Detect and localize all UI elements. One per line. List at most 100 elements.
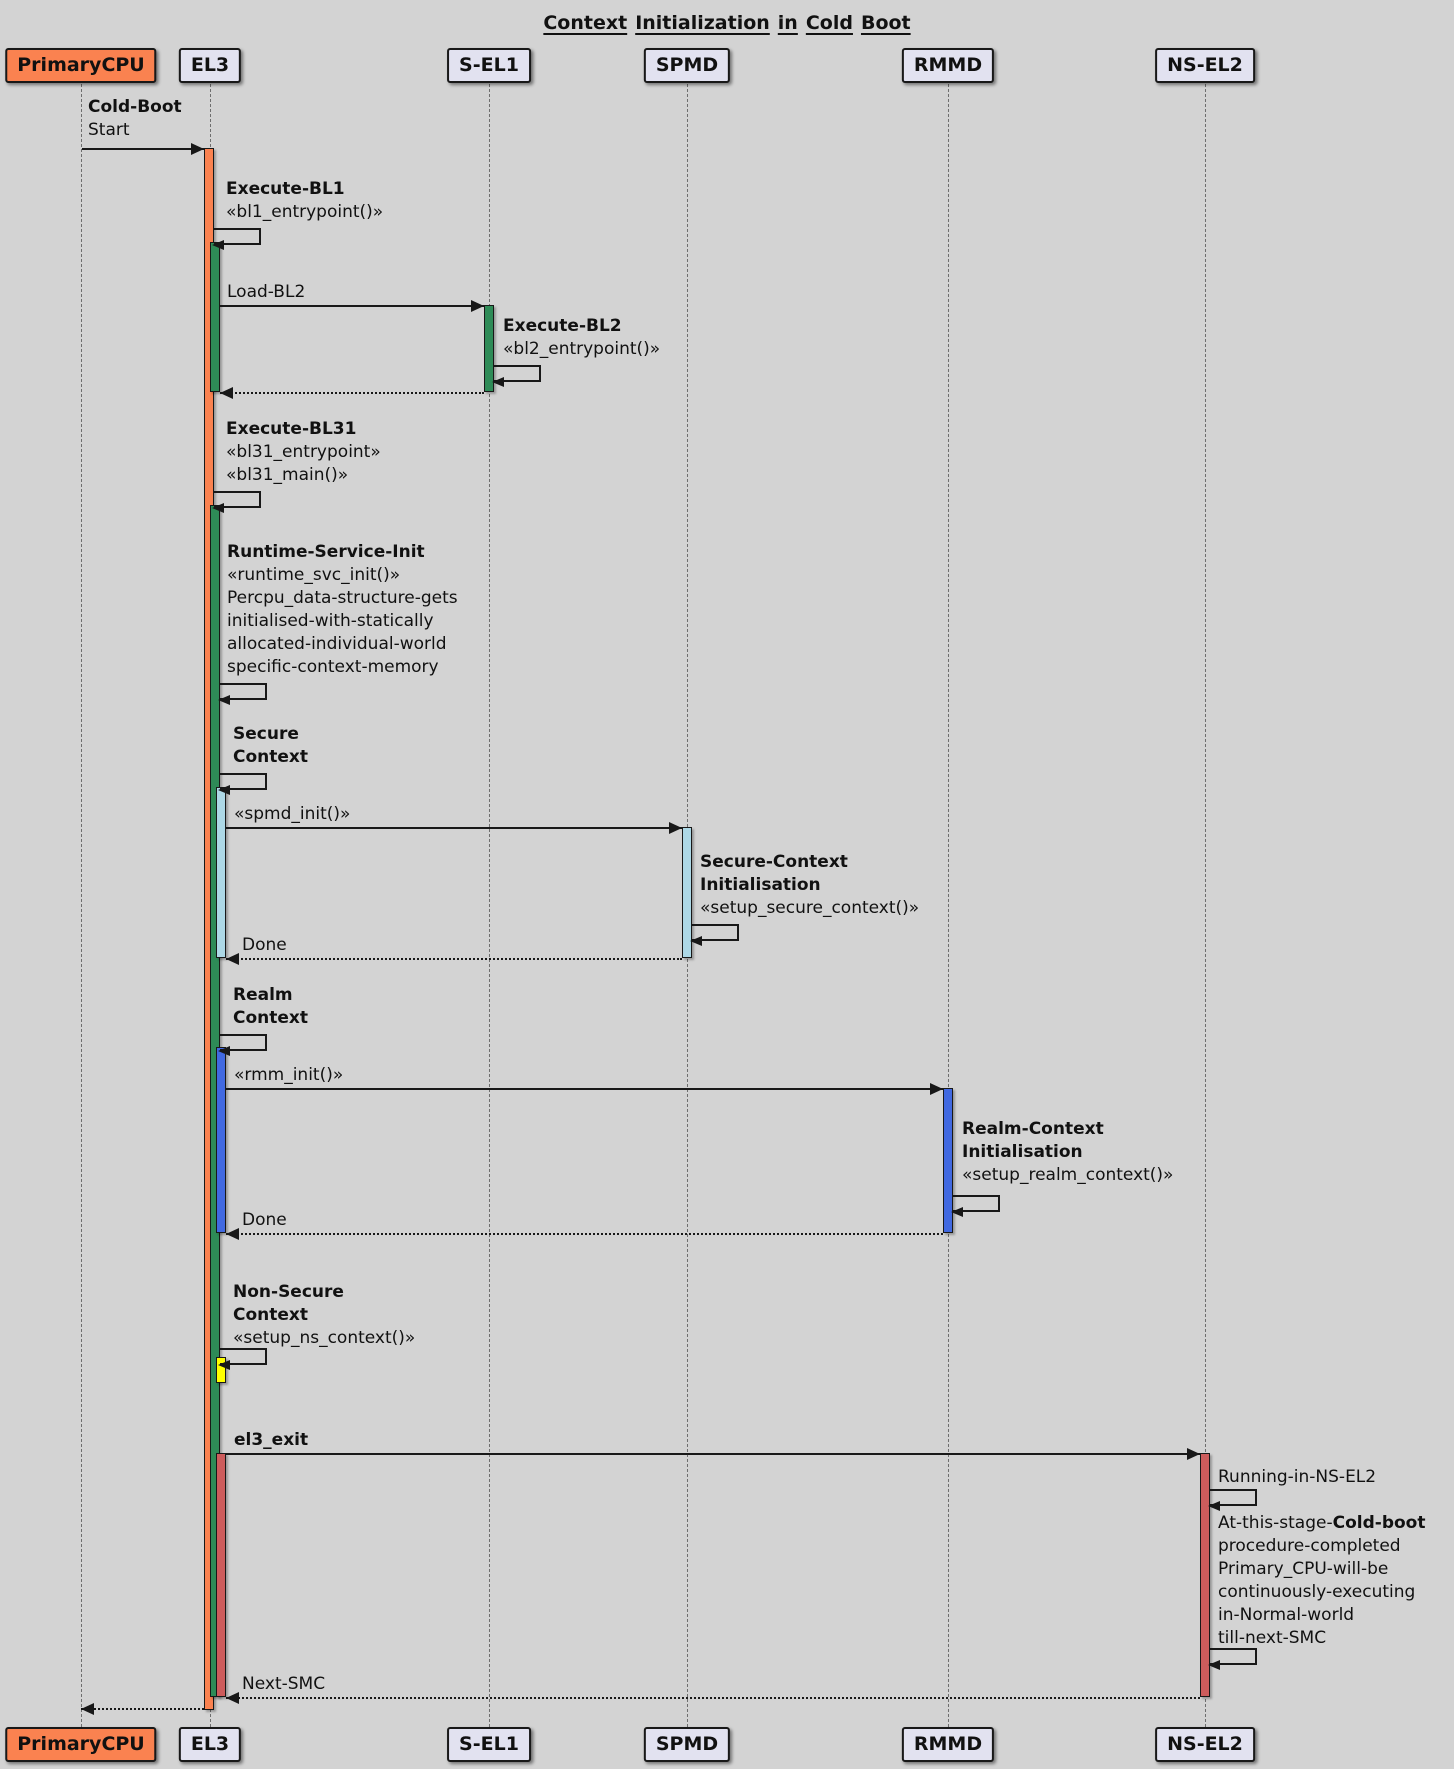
participant-primarycpu-top: PrimaryCPU <box>5 48 157 83</box>
activation-ns-el2-running <box>1200 1453 1210 1697</box>
label-line: Execute-BL1 <box>226 179 345 199</box>
label-line: initialised-with-statically <box>227 611 434 631</box>
self-arrow-execute-bl1 <box>212 228 261 250</box>
label-line: Runtime-Service-Init <box>227 542 425 562</box>
label-cold-boot-start: Cold-Boot Start <box>88 96 182 142</box>
participant-rmmd-top: RMMD <box>901 48 995 83</box>
self-arrow-cold-boot-complete <box>1208 1648 1257 1670</box>
self-arrow-execute-bl2 <box>492 365 541 387</box>
activation-el3-exit <box>216 1453 226 1697</box>
return-arrow-done-secure <box>226 953 682 965</box>
title-word: Cold <box>805 12 853 34</box>
arrow-el3-exit <box>226 1448 1200 1460</box>
label-line: «setup_secure_context()» <box>700 898 920 918</box>
return-arrow-to-primarycpu <box>81 1703 204 1715</box>
diagram-title: Context Initialization in Cold Boot <box>0 12 1454 34</box>
label-segment: At-this-stage- <box>1218 1513 1333 1533</box>
activation-el3-realm-context <box>216 1047 226 1233</box>
label-runtime-service-init: Runtime-Service-Init «runtime_svc_init()… <box>227 541 458 679</box>
label-realm-context: Realm Context <box>233 984 308 1030</box>
label-cold-boot-complete: At-this-stage-Cold-boot procedure-comple… <box>1218 1512 1425 1650</box>
self-arrow-secure-context <box>218 773 267 795</box>
label-line: Execute-BL2 <box>503 316 622 336</box>
arrow-rmm-init <box>226 1083 943 1095</box>
activation-rmmd-realm-context <box>943 1088 953 1233</box>
label-line: Running-in-NS-EL2 <box>1218 1467 1377 1487</box>
label-done-realm: Done <box>242 1209 287 1232</box>
label-line: Start <box>88 120 130 140</box>
label-line: «bl31_main()» <box>226 465 349 485</box>
label-done-secure: Done <box>242 934 287 957</box>
title-word: Initialization <box>635 12 770 34</box>
return-arrow-bl2-done <box>220 387 484 399</box>
label-line: till-next-SMC <box>1218 1628 1327 1648</box>
label-secure-context-init: Secure-Context Initialisation «setup_sec… <box>700 851 919 920</box>
lifeline-primarycpu <box>81 84 82 1727</box>
label-line: Load-BL2 <box>227 282 306 302</box>
label-line: el3_exit <box>234 1430 309 1450</box>
self-arrow-realm-context-init <box>951 1195 1000 1217</box>
label-line: Non-Secure <box>233 1282 344 1302</box>
label-spmd-init: «spmd_init()» <box>234 803 350 826</box>
title-word: in <box>777 12 798 34</box>
arrow-cold-boot-start <box>82 143 204 155</box>
label-line: specific-context-memory <box>227 657 439 677</box>
label-line: «setup_realm_context()» <box>962 1165 1174 1185</box>
label-line: «spmd_init()» <box>234 804 351 824</box>
participant-rmmd-bottom: RMMD <box>901 1727 995 1762</box>
return-arrow-next-smc <box>226 1692 1200 1704</box>
label-rmm-init: «rmm_init()» <box>234 1064 343 1087</box>
label-line: Done <box>242 935 287 955</box>
participant-spmd-top: SPMD <box>643 48 731 83</box>
label-running-in-ns-el2: Running-in-NS-EL2 <box>1218 1466 1376 1489</box>
label-line: «runtime_svc_init()» <box>227 565 401 585</box>
label-line: At-this-stage-Cold-boot <box>1218 1512 1425 1535</box>
participant-ns-el2-top: NS-EL2 <box>1155 48 1255 83</box>
return-arrow-done-realm <box>226 1228 943 1240</box>
label-line: «rmm_init()» <box>234 1065 344 1085</box>
arrow-spmd-init <box>226 822 682 834</box>
label-line: Primary_CPU-will-be <box>1218 1559 1389 1579</box>
label-line: procedure-completed <box>1218 1536 1401 1556</box>
lifeline-s-el1 <box>489 84 490 1727</box>
label-load-bl2: Load-BL2 <box>227 281 305 304</box>
label-line: «bl31_entrypoint» <box>226 442 381 462</box>
label-line: in-Normal-world <box>1218 1605 1355 1625</box>
self-arrow-execute-bl31 <box>212 491 261 513</box>
participant-ns-el2-bottom: NS-EL2 <box>1155 1727 1255 1762</box>
participant-s-el1-top: S-EL1 <box>447 48 531 83</box>
label-line: Realm-Context <box>962 1119 1104 1139</box>
label-line: «bl1_entrypoint()» <box>226 202 384 222</box>
self-arrow-ns-context <box>218 1348 267 1370</box>
label-line: Secure-Context <box>700 852 848 872</box>
participant-s-el1-bottom: S-EL1 <box>447 1727 531 1762</box>
self-arrow-running-ns-el2 <box>1208 1489 1257 1511</box>
participant-primarycpu-bottom: PrimaryCPU <box>5 1727 157 1762</box>
label-execute-bl31: Execute-BL31 «bl31_entrypoint» «bl31_mai… <box>226 418 381 487</box>
activation-el3-bl1 <box>210 242 220 392</box>
participant-el3-bottom: EL3 <box>178 1727 242 1762</box>
arrow-load-bl2 <box>220 300 484 312</box>
label-line: Context <box>233 1008 309 1028</box>
activation-s-el1-bl2 <box>484 305 494 392</box>
label-el3-exit: el3_exit <box>234 1429 308 1452</box>
label-line: Next-SMC <box>242 1674 326 1694</box>
self-arrow-realm-context <box>218 1034 267 1056</box>
lifeline-ns-el2 <box>1205 84 1206 1727</box>
label-segment-bold: Cold-boot <box>1332 1513 1426 1533</box>
label-line: allocated-individual-world <box>227 634 447 654</box>
label-secure-context: Secure Context <box>233 723 308 769</box>
label-execute-bl2: Execute-BL2 «bl2_entrypoint()» <box>503 315 660 361</box>
self-arrow-runtime-service-init <box>218 683 267 705</box>
label-line: Percpu_data-structure-gets <box>227 588 458 608</box>
label-line: continuously-executing <box>1218 1582 1416 1602</box>
label-line: «setup_ns_context()» <box>233 1328 416 1348</box>
label-line: Context <box>233 747 309 767</box>
label-line: Realm <box>233 985 293 1005</box>
label-execute-bl1: Execute-BL1 «bl1_entrypoint()» <box>226 178 383 224</box>
title-word: Context <box>543 12 628 34</box>
lifeline-rmmd <box>948 84 949 1727</box>
label-next-smc: Next-SMC <box>242 1673 325 1696</box>
participant-spmd-bottom: SPMD <box>643 1727 731 1762</box>
